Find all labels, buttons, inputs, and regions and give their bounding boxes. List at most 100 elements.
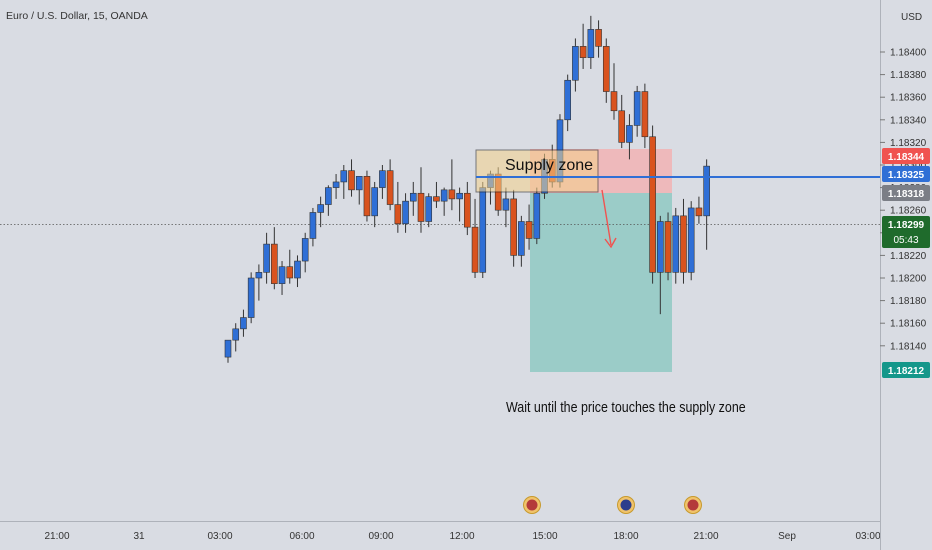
candle-body	[371, 187, 378, 217]
price-tick-label: 1.18180	[890, 296, 927, 307]
candle-body	[386, 170, 394, 205]
time-tick-label: 15:00	[532, 531, 557, 542]
candle-body	[602, 46, 610, 92]
candle	[479, 181, 487, 278]
candle-body	[224, 339, 232, 358]
candle	[533, 187, 541, 245]
candle-body	[479, 187, 487, 273]
candle	[464, 181, 471, 236]
candle-body	[278, 266, 286, 284]
us-flag-icon-inner	[687, 499, 699, 511]
candle	[672, 207, 680, 284]
candle-body	[433, 196, 440, 202]
candle-body	[255, 272, 263, 279]
candle-body	[294, 260, 301, 279]
price-tick-label: 1.18260	[890, 206, 927, 217]
candle-body	[379, 170, 386, 188]
us-flag-icon-inner	[526, 499, 538, 511]
candle-body	[672, 215, 680, 273]
candle-body	[402, 200, 409, 225]
candle-body	[464, 192, 471, 228]
price-tick-label: 1.18360	[890, 93, 927, 104]
down-arrow-icon	[601, 189, 612, 246]
candle	[525, 204, 533, 250]
candle	[278, 261, 286, 295]
candle-body	[232, 328, 240, 341]
candle-body	[657, 221, 664, 273]
time-tick-label: 06:00	[289, 531, 314, 542]
candle-body	[440, 189, 448, 202]
candle	[618, 94, 626, 149]
candle-body	[680, 215, 687, 273]
candle	[680, 198, 687, 284]
candle	[379, 165, 386, 199]
candle	[649, 125, 656, 284]
price-tick-label: 1.18160	[890, 319, 927, 330]
arrow-head-icon	[604, 237, 617, 249]
candle	[363, 170, 371, 222]
candle	[510, 189, 517, 267]
symbol-title: Euro / U.S. Dollar, 15, OANDA	[6, 10, 148, 22]
price-tick-label: 1.18220	[890, 251, 927, 262]
candle-body	[687, 207, 695, 273]
candle	[626, 114, 633, 160]
candle	[657, 215, 664, 315]
candle	[456, 187, 463, 222]
candle-body	[633, 91, 641, 126]
time-tick-label: 12:00	[449, 531, 474, 542]
candle	[409, 181, 417, 216]
candle	[301, 232, 309, 273]
candle	[518, 215, 525, 267]
candle-body	[332, 181, 340, 188]
time-tick-label: 18:00	[613, 531, 638, 542]
supply-zone-label: Supply zone	[505, 157, 593, 174]
candle	[595, 20, 602, 58]
candle	[386, 159, 394, 211]
price-badge	[882, 166, 930, 182]
price-badge-label: 1.18299	[888, 220, 925, 231]
candle-body	[610, 91, 618, 112]
candle	[402, 193, 409, 233]
price-badge-label: 1.18318	[888, 189, 925, 200]
candle-body	[502, 198, 510, 211]
candle-body	[703, 165, 710, 217]
candle-body	[618, 110, 626, 143]
candle	[224, 339, 232, 363]
candle	[294, 255, 301, 288]
candle	[232, 323, 240, 352]
candle	[263, 232, 270, 284]
candle-body	[579, 46, 587, 58]
price-badge-label: 1.18325	[888, 170, 925, 181]
time-tick-label: 03:00	[855, 531, 880, 542]
candle-body	[309, 212, 317, 239]
eu-flag-icon-inner	[620, 499, 632, 511]
candle-body	[448, 189, 456, 200]
candle	[610, 63, 618, 120]
candle	[602, 38, 610, 103]
candle-body	[518, 221, 525, 256]
candle	[448, 159, 456, 211]
candle	[417, 167, 425, 233]
candle-body	[317, 204, 324, 213]
candle-body	[664, 221, 672, 273]
candle-body	[363, 176, 371, 217]
candle-body	[286, 266, 294, 279]
price-tick-label: 1.18380	[890, 70, 927, 81]
supply-zone-box[interactable]	[475, 149, 599, 193]
price-tick-label: 1.18320	[890, 138, 927, 149]
candle	[371, 181, 378, 228]
candle	[255, 264, 263, 301]
price-badge-label: 1.18212	[888, 366, 925, 377]
candle-body	[263, 243, 270, 273]
candle	[240, 309, 247, 337]
candle	[286, 249, 294, 284]
candle-body	[409, 192, 417, 202]
candle-body	[471, 226, 479, 273]
candle	[687, 201, 695, 281]
candle-body	[649, 136, 656, 273]
candle-body	[626, 125, 633, 143]
time-tick-label: 21:00	[693, 531, 718, 542]
candle	[695, 196, 703, 224]
